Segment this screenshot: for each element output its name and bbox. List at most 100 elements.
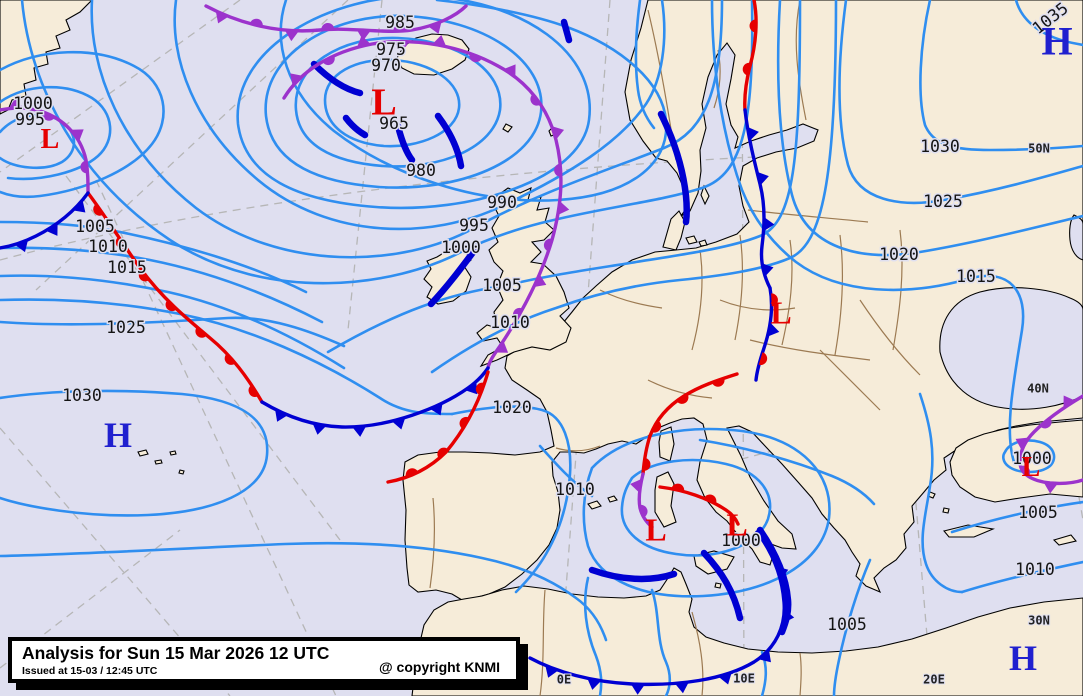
trough-line [700, 549, 744, 622]
isobar-line [0, 113, 76, 170]
pressure-value-label: 1025 [923, 192, 963, 211]
warm-front-mark [224, 353, 236, 365]
cold-front [0, 191, 90, 250]
warm-front-mark [676, 393, 689, 404]
graticule-label: 0E [557, 672, 571, 686]
warm-front-mark [638, 504, 648, 518]
pressure-value-label: 1000 [1012, 449, 1052, 468]
warm-front-mark [248, 384, 259, 397]
cold-front-mark [758, 649, 771, 663]
pressure-value-label: 985 [385, 13, 415, 32]
pressure-value-label: 1005 [75, 217, 115, 236]
warm-front-mark [321, 22, 335, 30]
cold-front-mark [503, 64, 516, 77]
isobar-line [90, 0, 724, 259]
warm-front-mark [249, 18, 263, 27]
trough-line [657, 110, 690, 226]
pressure-value-label: 980 [406, 161, 436, 180]
cold-front-mark [352, 425, 367, 437]
isobar-line [538, 444, 594, 498]
warm-front-mark [671, 483, 685, 492]
pressure-value-label: 1005 [1018, 503, 1058, 522]
pressure-value-label: 1000 [721, 531, 761, 550]
isobar-line [0, 541, 608, 642]
isobar-line [236, 0, 592, 210]
pressure-value-label: 1015 [107, 258, 147, 277]
pressure-labels-layer: 9859759709659801000995990995100010051010… [12, 0, 1074, 635]
warm-front-mark [742, 62, 751, 76]
cold-front-mark [8, 97, 23, 109]
cold-front [528, 530, 786, 687]
warm-front-mark [405, 468, 419, 478]
isobar-line [634, 0, 656, 130]
pressure-value-label: 965 [379, 114, 409, 133]
pressure-value-label: 1010 [88, 237, 128, 256]
cold-front-mark [782, 609, 795, 624]
pressure-value-label: 1000 [441, 238, 481, 257]
cold-front-mark [763, 217, 775, 232]
isobar-line [620, 458, 772, 557]
cold-front-mark [312, 423, 327, 435]
isobar-line [832, 558, 872, 696]
warm-front-mark [749, 19, 757, 33]
cold-front-mark [465, 381, 478, 395]
isobar-line [0, 274, 346, 370]
trough-lines-layer [310, 18, 792, 636]
pressure-value-label: 970 [371, 56, 401, 75]
pressure-value-label: 1005 [482, 276, 522, 295]
cold-front-mark [432, 34, 447, 47]
graticule-label: 40N [1027, 381, 1049, 395]
trough-line [560, 18, 573, 44]
warm-front-mark [711, 378, 725, 387]
cold-front-mark [357, 35, 371, 48]
low-pressure-center: L [645, 512, 666, 548]
warm-front-mark [651, 420, 662, 433]
cold-front-mark [545, 665, 559, 678]
graticule-label: 10E [733, 671, 755, 685]
warm-front-mark [1040, 417, 1052, 429]
cold-front [260, 366, 490, 429]
black-sea [939, 287, 1083, 410]
cold-front-mark [290, 73, 303, 86]
warm-front-mark [513, 307, 523, 321]
warm-front-mark [530, 93, 541, 106]
isobar-line [698, 438, 876, 506]
pressure-value-label: 1020 [492, 398, 532, 417]
pressure-value-label: 995 [459, 216, 489, 235]
cold-front-mark [429, 402, 443, 416]
isobar-line [583, 576, 603, 696]
isobar-line [950, 500, 1083, 534]
isobar-line [323, 58, 461, 148]
isobar-line [0, 220, 308, 294]
warm-front [658, 485, 740, 526]
pressure-value-label: 1005 [827, 615, 867, 634]
cold-front-mark [756, 171, 769, 186]
isobar-line [710, 0, 1025, 464]
coast-britain [476, 187, 572, 368]
caspian-sea [1069, 214, 1083, 261]
low-pressure-center: L [371, 82, 396, 124]
pressure-value-label: 1010 [555, 480, 595, 499]
cold-front-mark [356, 29, 371, 41]
isobar-line [0, 50, 165, 199]
pressure-value-label: 1000 [13, 94, 53, 113]
low-pressure-center: L [770, 295, 791, 331]
warm-front-mark [643, 457, 651, 471]
isobar-line [264, 14, 543, 189]
cold-front-mark [215, 11, 229, 24]
warm-front-mark [758, 352, 768, 366]
trough-line [342, 114, 369, 139]
stationary-front [754, 286, 774, 382]
pressure-value-label: 1010 [490, 313, 530, 332]
grid-labels-layer: 50N 40N 30N 0E 10E 20E [556, 140, 1051, 687]
coast-greenland [0, 0, 93, 115]
warm-front [641, 372, 739, 476]
coast-iceland [396, 33, 470, 76]
low-pressure-center: L [726, 507, 747, 543]
pressure-value-label: 1030 [920, 137, 960, 156]
isobar-line [838, 0, 1083, 205]
cold-front-mark [1043, 482, 1058, 494]
